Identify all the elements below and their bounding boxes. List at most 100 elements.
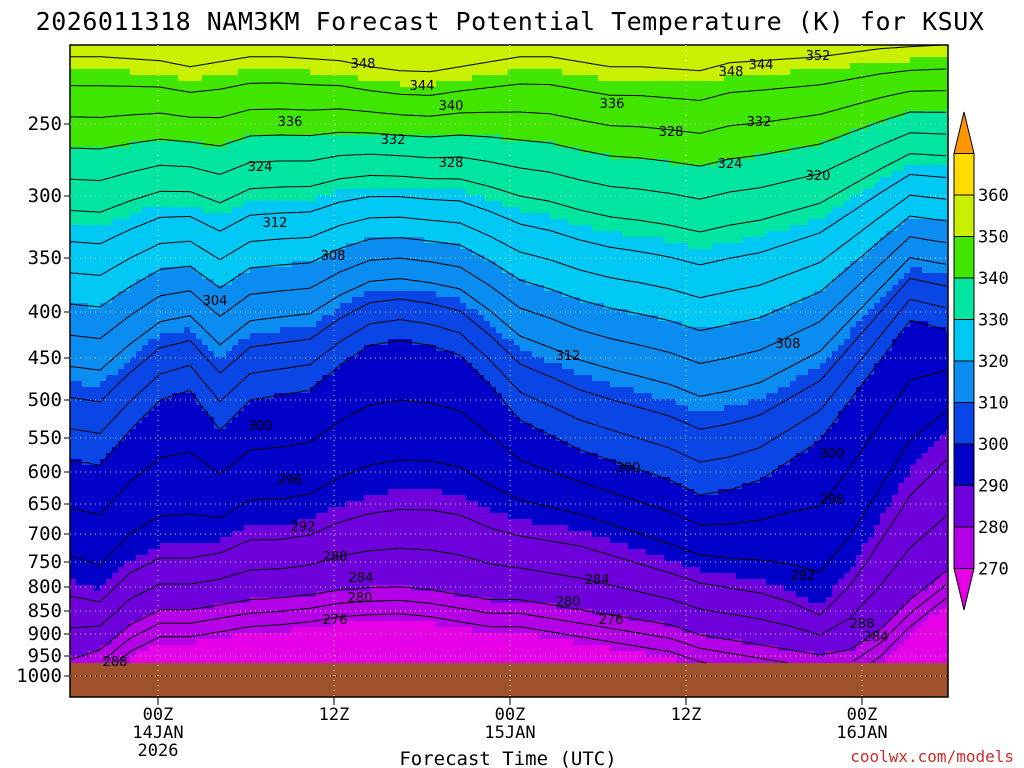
field-cell bbox=[118, 483, 125, 490]
field-cell bbox=[292, 267, 299, 274]
field-cell bbox=[124, 405, 131, 412]
field-cell bbox=[172, 99, 179, 106]
field-cell bbox=[310, 393, 317, 400]
field-cell bbox=[238, 57, 245, 64]
field-cell bbox=[250, 219, 257, 226]
field-cell bbox=[268, 381, 275, 388]
field-cell bbox=[178, 483, 185, 490]
field-cell bbox=[238, 99, 245, 106]
field-cell bbox=[346, 153, 353, 160]
field-cell bbox=[268, 63, 275, 70]
field-cell bbox=[220, 441, 227, 448]
field-cell bbox=[76, 435, 83, 442]
field-cell bbox=[190, 591, 197, 598]
field-cell bbox=[286, 315, 293, 322]
field-cell bbox=[232, 207, 239, 214]
field-cell bbox=[220, 159, 227, 166]
field-cell bbox=[268, 225, 275, 232]
field-cell bbox=[256, 153, 263, 160]
field-cell bbox=[220, 531, 227, 538]
field-cell bbox=[142, 573, 149, 580]
field-cell bbox=[70, 273, 77, 280]
field-cell bbox=[196, 213, 203, 220]
field-cell bbox=[136, 255, 143, 262]
field-cell bbox=[118, 315, 125, 322]
field-cell bbox=[256, 327, 263, 334]
field-cell bbox=[190, 405, 197, 412]
field-cell bbox=[82, 555, 89, 562]
field-cell bbox=[94, 507, 101, 514]
field-cell bbox=[148, 291, 155, 298]
field-cell bbox=[178, 591, 185, 598]
field-cell bbox=[346, 51, 353, 58]
field-cell bbox=[154, 543, 161, 550]
field-cell bbox=[130, 615, 137, 622]
field-cell bbox=[166, 261, 173, 268]
field-cell bbox=[130, 513, 137, 520]
field-cell bbox=[352, 447, 359, 454]
field-cell bbox=[358, 207, 365, 214]
field-cell bbox=[322, 417, 329, 424]
field-cell bbox=[232, 159, 239, 166]
field-cell bbox=[154, 243, 161, 250]
field-cell bbox=[352, 459, 359, 466]
field-cell bbox=[112, 441, 119, 448]
field-cell bbox=[250, 531, 257, 538]
field-cell bbox=[310, 615, 317, 622]
field-cell bbox=[328, 129, 335, 136]
field-cell bbox=[256, 261, 263, 268]
field-cell bbox=[346, 627, 353, 634]
field-cell bbox=[118, 429, 125, 436]
field-cell bbox=[346, 555, 353, 562]
field-cell bbox=[244, 351, 251, 358]
field-cell bbox=[346, 219, 353, 226]
field-cell bbox=[346, 87, 353, 94]
field-cell bbox=[82, 189, 89, 196]
field-cell bbox=[340, 513, 347, 520]
field-cell bbox=[166, 105, 173, 112]
field-cell bbox=[88, 285, 95, 292]
field-cell bbox=[154, 219, 161, 226]
field-cell bbox=[148, 309, 155, 316]
field-cell bbox=[190, 543, 197, 550]
field-cell bbox=[70, 381, 77, 388]
field-cell bbox=[292, 333, 299, 340]
field-cell bbox=[328, 207, 335, 214]
field-cell bbox=[202, 171, 209, 178]
field-cell bbox=[256, 63, 263, 70]
field-cell bbox=[232, 213, 239, 220]
field-cell bbox=[190, 69, 197, 76]
field-cell bbox=[106, 375, 113, 382]
field-cell bbox=[334, 441, 341, 448]
field-cell bbox=[196, 105, 203, 112]
field-cell bbox=[136, 531, 143, 538]
field-cell bbox=[172, 147, 179, 154]
field-cell bbox=[238, 417, 245, 424]
field-cell bbox=[142, 561, 149, 568]
field-cell bbox=[304, 147, 311, 154]
field-cell bbox=[190, 549, 197, 556]
field-cell bbox=[262, 279, 269, 286]
field-cell bbox=[298, 159, 305, 166]
field-cell bbox=[316, 201, 323, 208]
field-cell bbox=[286, 405, 293, 412]
field-cell bbox=[214, 141, 221, 148]
field-cell bbox=[250, 147, 257, 154]
field-cell bbox=[172, 81, 179, 88]
field-cell bbox=[208, 585, 215, 592]
field-cell bbox=[196, 651, 203, 658]
field-cell bbox=[220, 81, 227, 88]
field-cell bbox=[82, 489, 89, 496]
field-cell bbox=[94, 609, 101, 616]
field-cell bbox=[316, 591, 323, 598]
field-cell bbox=[160, 651, 167, 658]
field-cell bbox=[82, 339, 89, 346]
field-cell bbox=[76, 267, 83, 274]
field-cell bbox=[100, 159, 107, 166]
field-cell bbox=[238, 219, 245, 226]
field-cell bbox=[226, 447, 233, 454]
field-cell bbox=[232, 633, 239, 640]
field-cell bbox=[184, 183, 191, 190]
field-cell bbox=[142, 69, 149, 76]
field-cell bbox=[190, 171, 197, 178]
